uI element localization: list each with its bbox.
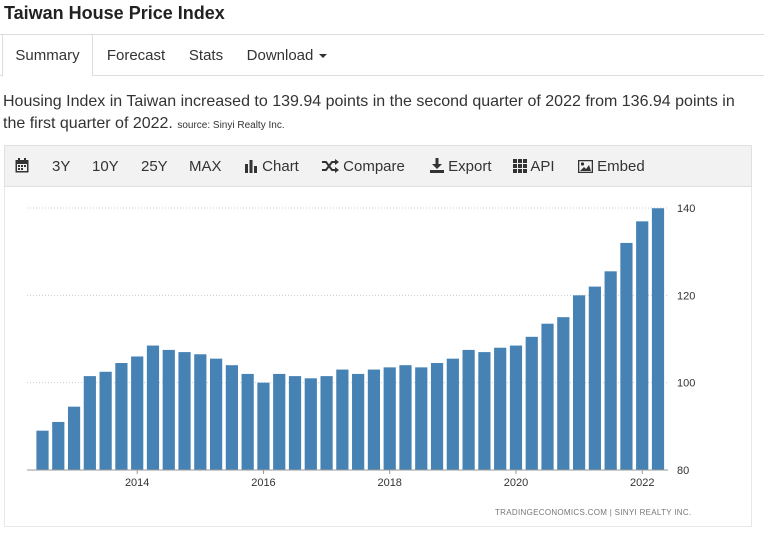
export-button[interactable]: Export [430, 146, 492, 188]
bar [320, 376, 333, 470]
x-tick-label: 2016 [251, 477, 275, 489]
bar [146, 345, 160, 470]
chart-button-label: Chart [262, 158, 299, 175]
range-25y-button[interactable]: 25Y [141, 158, 168, 175]
bar [304, 378, 317, 470]
x-tick-label: 2014 [125, 477, 149, 489]
bar [210, 358, 223, 470]
download-icon [430, 158, 444, 173]
bar [430, 363, 444, 470]
chart-container: 80 100 120 140 2014 2016 2018 2020 2022 [4, 187, 752, 527]
bar [194, 354, 207, 470]
bar [399, 365, 412, 470]
calendar-icon[interactable] [15, 146, 29, 188]
tab-download-label: Download [246, 47, 314, 64]
chart-toolbar: 3Y 10Y 25Y MAX Chart Compare Export API … [4, 145, 752, 187]
grid-icon [513, 159, 527, 173]
chart-button[interactable]: Chart [244, 146, 299, 188]
bar [241, 373, 254, 470]
bar [478, 352, 491, 470]
export-button-label: Export [448, 158, 492, 175]
range-max-button[interactable]: MAX [189, 158, 222, 175]
x-tick-label: 2022 [630, 477, 654, 489]
x-tick-label: 2018 [377, 477, 401, 489]
tab-forecast[interactable]: Forecast [106, 47, 166, 64]
bar [52, 421, 65, 470]
bar [257, 382, 270, 470]
bar [588, 286, 601, 470]
embed-button-label: Embed [597, 158, 645, 175]
bar [162, 349, 175, 470]
x-tick-label: 2020 [504, 477, 528, 489]
embed-button[interactable]: Embed [577, 146, 645, 188]
bar [131, 356, 144, 470]
bar [509, 345, 523, 470]
bar [557, 317, 570, 470]
bar [415, 367, 428, 470]
compare-button-label: Compare [343, 158, 405, 175]
shuffle-icon [322, 159, 339, 173]
summary-text: Housing Index in Taiwan increased to 139… [3, 93, 735, 132]
summary-text-block: Housing Index in Taiwan increased to 139… [3, 91, 761, 137]
bar [288, 376, 302, 470]
bar [67, 406, 81, 470]
bar [99, 371, 112, 470]
bar [367, 369, 381, 470]
bar [446, 358, 459, 470]
image-icon [577, 159, 594, 174]
compare-button[interactable]: Compare [321, 146, 405, 188]
y-tick-label: 80 [677, 465, 689, 477]
bar [115, 363, 128, 470]
bar [462, 349, 475, 470]
api-button-label: API [530, 158, 555, 175]
tab-bar: Summary Forecast Stats Download [0, 35, 764, 77]
bar [651, 208, 665, 470]
source-link[interactable]: source: Sinyi Realty Inc. [177, 120, 285, 131]
bar [83, 376, 96, 470]
bar-chart-icon [245, 160, 257, 173]
y-tick-label: 120 [677, 290, 695, 302]
range-10y-button[interactable]: 10Y [92, 158, 119, 175]
bar [604, 271, 617, 470]
bar [273, 373, 286, 470]
bar [383, 367, 396, 470]
bar [636, 221, 649, 470]
caret-down-icon [319, 54, 328, 59]
y-tick-label: 100 [677, 378, 695, 390]
watermark: TRADINGECONOMICS.COM | SINYI REALTY INC. [495, 508, 692, 517]
bar [525, 336, 538, 470]
bar [541, 323, 554, 470]
bar [620, 242, 633, 470]
bar [352, 373, 365, 470]
bar [225, 365, 238, 470]
title-bar: Taiwan House Price Index [0, 0, 764, 35]
bar-chart: 80 100 120 140 2014 2016 2018 2020 2022 [27, 203, 695, 489]
y-tick-label: 140 [677, 203, 695, 215]
page-title: Taiwan House Price Index [4, 3, 225, 23]
tab-download[interactable]: Download [240, 35, 334, 76]
bar [36, 430, 49, 470]
tab-summary[interactable]: Summary [2, 35, 93, 77]
bar [178, 352, 191, 470]
range-3y-button[interactable]: 3Y [52, 158, 71, 175]
bar [494, 347, 507, 470]
bar [336, 369, 349, 470]
bar [572, 295, 586, 470]
tab-stats[interactable]: Stats [188, 47, 224, 64]
api-button[interactable]: API [513, 146, 555, 188]
